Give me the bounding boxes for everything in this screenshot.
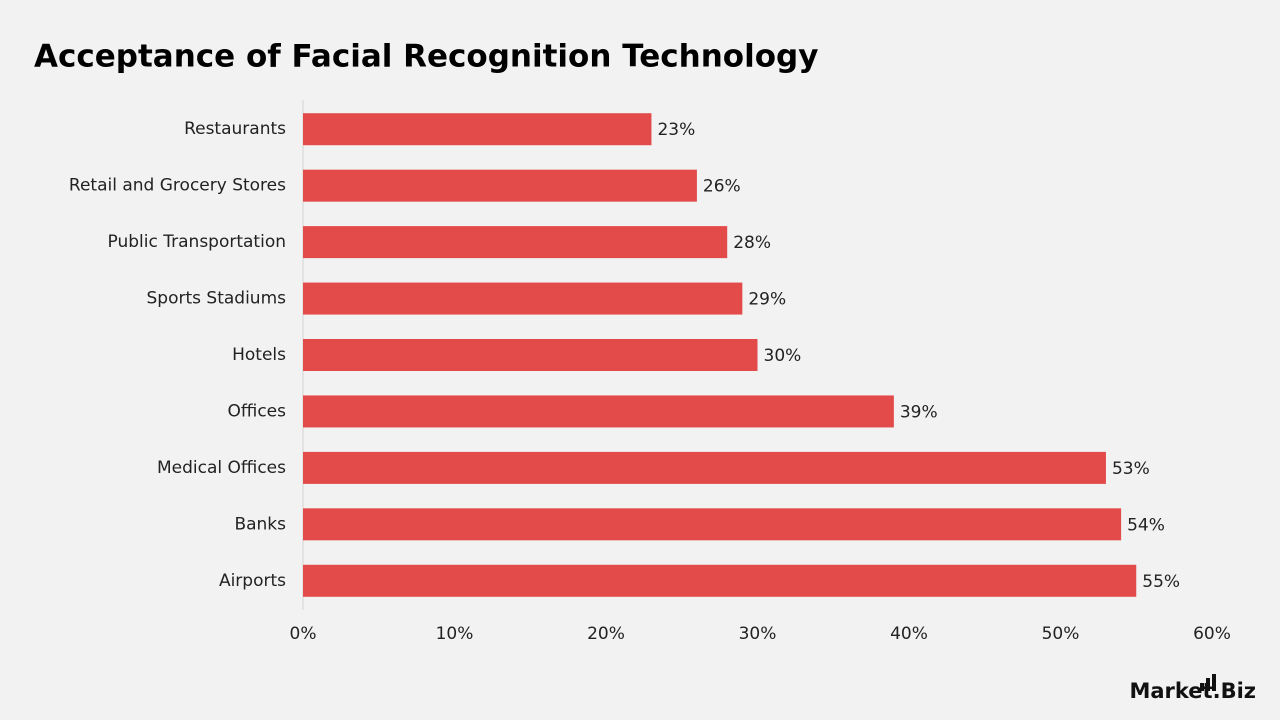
bar: [303, 451, 1106, 484]
bar: [303, 282, 743, 315]
y-tick-label: Hotels: [232, 345, 286, 365]
value-label: 39%: [900, 402, 938, 422]
value-label: 26%: [703, 177, 741, 197]
bar: [303, 113, 652, 146]
y-tick-label: Airports: [219, 571, 286, 591]
value-label: 30%: [764, 346, 802, 366]
value-label: 29%: [748, 290, 786, 310]
x-tick-label: 60%: [1193, 624, 1231, 644]
x-tick-label: 10%: [436, 624, 474, 644]
y-tick-label: Offices: [228, 401, 287, 421]
chart-title: Acceptance of Facial Recognition Technol…: [34, 39, 818, 75]
value-label: 28%: [733, 233, 771, 253]
y-tick-label: Medical Offices: [157, 458, 286, 478]
bar: [303, 169, 697, 202]
y-tick-label: Retail and Grocery Stores: [69, 176, 286, 196]
logo-icon: [1200, 674, 1216, 691]
value-label: 53%: [1112, 459, 1150, 479]
y-tick-label: Sports Stadiums: [147, 289, 287, 309]
x-tick-label: 40%: [890, 624, 928, 644]
value-label: 55%: [1142, 572, 1180, 592]
y-tick-label: Public Transportation: [108, 232, 286, 252]
x-tick-label: 50%: [1042, 624, 1080, 644]
x-tick-label: 20%: [587, 624, 625, 644]
value-label: 23%: [657, 120, 695, 140]
bar: [303, 226, 728, 259]
y-tick-label: Restaurants: [184, 119, 286, 139]
value-label: 54%: [1127, 515, 1165, 535]
bar: [303, 564, 1137, 597]
bar: [303, 508, 1122, 541]
x-tick-label: 30%: [739, 624, 777, 644]
y-tick-label: Banks: [234, 514, 286, 534]
brand-logo: Market.Biz: [1129, 679, 1256, 703]
bar: [303, 395, 894, 428]
x-tick-label: 0%: [290, 624, 317, 644]
bar: [303, 339, 758, 371]
